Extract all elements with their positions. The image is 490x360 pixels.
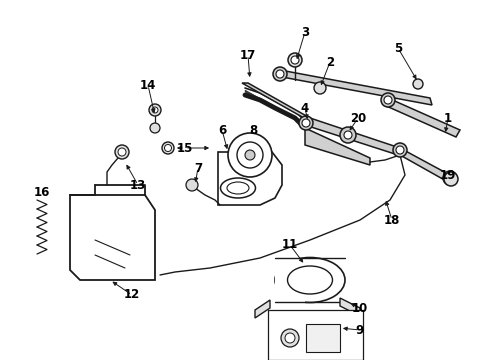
Text: 7: 7 bbox=[194, 162, 202, 175]
Text: 3: 3 bbox=[301, 26, 309, 39]
Circle shape bbox=[276, 70, 284, 78]
Text: 12: 12 bbox=[124, 288, 140, 302]
Text: 5: 5 bbox=[394, 41, 402, 54]
Polygon shape bbox=[255, 300, 270, 318]
Text: 15: 15 bbox=[177, 141, 193, 154]
Circle shape bbox=[396, 146, 404, 154]
Text: 19: 19 bbox=[440, 168, 456, 181]
Text: 17: 17 bbox=[240, 49, 256, 62]
Text: 6: 6 bbox=[218, 123, 226, 136]
Circle shape bbox=[384, 96, 392, 104]
Circle shape bbox=[165, 144, 172, 152]
Circle shape bbox=[149, 104, 161, 116]
Text: 2: 2 bbox=[326, 55, 334, 68]
Circle shape bbox=[162, 142, 174, 154]
Polygon shape bbox=[275, 258, 305, 302]
Circle shape bbox=[186, 179, 198, 191]
Text: 9: 9 bbox=[356, 324, 364, 337]
Circle shape bbox=[314, 82, 326, 94]
Circle shape bbox=[245, 150, 255, 160]
Text: 10: 10 bbox=[352, 302, 368, 315]
Circle shape bbox=[344, 131, 352, 139]
Polygon shape bbox=[308, 118, 400, 155]
Circle shape bbox=[288, 53, 302, 67]
Polygon shape bbox=[340, 298, 360, 316]
Circle shape bbox=[381, 93, 395, 107]
Polygon shape bbox=[400, 148, 450, 182]
Circle shape bbox=[299, 116, 313, 130]
Circle shape bbox=[291, 56, 299, 64]
Text: 14: 14 bbox=[140, 78, 156, 91]
Polygon shape bbox=[268, 310, 363, 360]
Circle shape bbox=[393, 143, 407, 157]
Polygon shape bbox=[384, 98, 460, 137]
Ellipse shape bbox=[275, 257, 345, 302]
Circle shape bbox=[285, 333, 295, 343]
Circle shape bbox=[444, 172, 458, 186]
Text: 8: 8 bbox=[249, 123, 257, 136]
Polygon shape bbox=[280, 70, 432, 105]
Circle shape bbox=[302, 119, 310, 127]
Text: 18: 18 bbox=[384, 213, 400, 226]
Polygon shape bbox=[218, 152, 282, 205]
Polygon shape bbox=[242, 83, 310, 118]
Polygon shape bbox=[70, 195, 155, 280]
Text: 11: 11 bbox=[282, 239, 298, 252]
Text: 16: 16 bbox=[34, 185, 50, 198]
Circle shape bbox=[152, 107, 158, 113]
Text: 4: 4 bbox=[301, 102, 309, 114]
Ellipse shape bbox=[288, 266, 333, 294]
Text: 13: 13 bbox=[130, 179, 146, 192]
Circle shape bbox=[237, 142, 263, 168]
Circle shape bbox=[228, 133, 272, 177]
Circle shape bbox=[118, 148, 126, 156]
Ellipse shape bbox=[227, 182, 249, 194]
Text: 1: 1 bbox=[444, 112, 452, 125]
Text: 20: 20 bbox=[350, 112, 366, 125]
Circle shape bbox=[340, 127, 356, 143]
Circle shape bbox=[115, 145, 129, 159]
Circle shape bbox=[413, 79, 423, 89]
Polygon shape bbox=[305, 128, 370, 165]
Circle shape bbox=[446, 174, 454, 182]
Polygon shape bbox=[306, 324, 340, 352]
Circle shape bbox=[273, 67, 287, 81]
Circle shape bbox=[281, 329, 299, 347]
Circle shape bbox=[443, 171, 457, 185]
Circle shape bbox=[150, 123, 160, 133]
Ellipse shape bbox=[220, 178, 255, 198]
